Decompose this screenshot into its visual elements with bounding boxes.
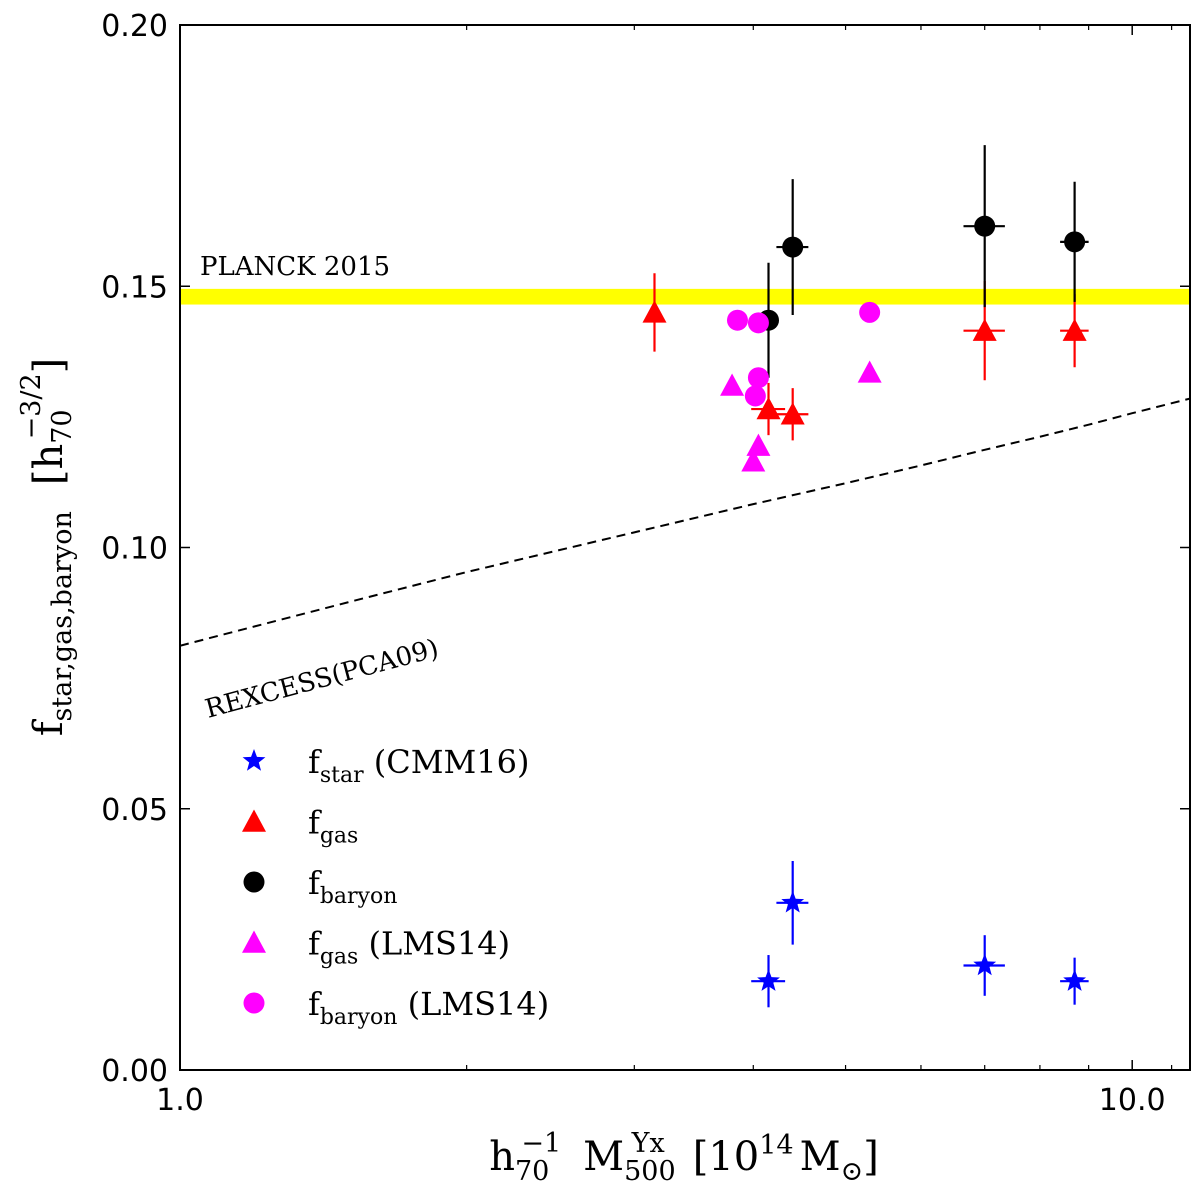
legend-label: fstar (CMM16) [308, 743, 529, 788]
x-tick-label: 1.0 [156, 1083, 204, 1118]
legend-entry: fgas [242, 804, 358, 849]
data-point [741, 449, 766, 472]
xlabel-symbol-sup: Yx [631, 1128, 665, 1159]
ylabel-unit-sub: 70 [47, 409, 78, 443]
x-axis-label: h70−1 M500Yx [1014 M⊙] [489, 1128, 879, 1187]
legend-label-sub: gas [320, 945, 359, 970]
y-axis-label: fstar,gas,baryon [h70−3/2] [16, 358, 78, 737]
y-tick-label: 0.00 [101, 1054, 168, 1089]
ylabel-unit-sup: −3/2 [16, 373, 47, 439]
legend-label-main: f [308, 743, 322, 781]
rexcess-group [180, 397, 1190, 647]
y-tick-label: 0.05 [101, 793, 168, 828]
xlabel-unit-m: M [800, 1134, 841, 1180]
legend-marker [243, 871, 265, 893]
svg-text:fstar,gas,baryon[h70−3/2]: fstar,gas,baryon [h70−3/2] [16, 358, 78, 737]
data-point [744, 385, 766, 407]
legend-marker [242, 809, 266, 832]
data-point [726, 309, 748, 331]
legend-label-sub: star [320, 763, 364, 788]
legend-entry: fstar (CMM16) [242, 743, 529, 788]
xlabel-unit-close: ] [863, 1134, 879, 1180]
data-point [1062, 318, 1087, 341]
xlabel-unit-open: [10 [693, 1134, 760, 1180]
data-point [972, 318, 997, 341]
x-tick-label: 10.0 [1099, 1083, 1166, 1118]
data-point [756, 397, 781, 420]
legend-label-main: f [308, 925, 322, 963]
data-point [974, 215, 996, 237]
legend-label-sub: baryon [320, 884, 398, 909]
series-f-baryon-lms14 [726, 301, 881, 407]
data-point [782, 236, 804, 258]
xlabel-prefix: h [489, 1134, 515, 1180]
legend-entry: fgas (LMS14) [242, 925, 510, 970]
legend-label-suffix: (CMM16) [364, 743, 530, 781]
series-f-gas-lms14 [720, 360, 882, 472]
series-f-gas [642, 273, 1089, 441]
data-point [746, 433, 771, 456]
legend-marker [243, 992, 265, 1014]
data-point [747, 367, 769, 389]
data-point [642, 300, 667, 323]
legend-entry: fbaryon (LMS14) [243, 985, 549, 1030]
data-point [757, 969, 780, 991]
legend-label-suffix: (LMS14) [397, 985, 549, 1023]
rexcess-curve [180, 397, 1190, 647]
legend-label-sub: gas [320, 824, 359, 849]
legend-label: fbaryon [308, 864, 397, 909]
legend-marker [242, 930, 266, 953]
legend-label: fgas (LMS14) [308, 925, 510, 970]
xlabel-symbol: M [583, 1134, 624, 1180]
legend-label: fgas [308, 804, 358, 849]
legend-marker [242, 749, 266, 771]
y-tick-label: 0.10 [101, 532, 168, 567]
ylabel-main-sub: star,gas,baryon [47, 511, 78, 721]
data-point [1064, 231, 1086, 253]
ticks-layer: 0.00 0.05 0.10 0.15 0.20 1.0 10.0 [101, 9, 1190, 1118]
legend-entry: fbaryon [243, 864, 397, 909]
ylabel-main: f [26, 718, 72, 736]
data-point [781, 890, 805, 913]
y-tick-label: 0.20 [101, 9, 168, 44]
data-point [973, 953, 997, 976]
planck-label: PLANCK 2015 [200, 252, 390, 282]
data-point [720, 373, 745, 396]
legend-label-suffix: (LMS14) [358, 925, 510, 963]
series-f-star-cmm16 [751, 861, 1089, 1008]
data-point [780, 402, 805, 425]
data-point [857, 360, 882, 383]
legend-label-sub: baryon [320, 1005, 398, 1030]
data-point [747, 312, 769, 334]
legend-label-main: f [308, 804, 322, 842]
data-point [1063, 969, 1087, 991]
data-point [859, 301, 881, 323]
xlabel-prefix-sup: −1 [521, 1128, 561, 1159]
xlabel-unit-sub: ⊙ [841, 1156, 864, 1187]
legend-label-main: f [308, 985, 322, 1023]
planck-band [180, 288, 1190, 305]
planck-band-group [180, 288, 1190, 305]
legend-label: fbaryon (LMS14) [308, 985, 549, 1030]
points-layer [642, 145, 1089, 1008]
xlabel-prefix-sub: 70 [515, 1156, 549, 1187]
y-tick-label: 0.15 [101, 270, 168, 305]
xlabel-symbol-sub: 500 [624, 1156, 676, 1187]
ylabel-unit-close: ] [26, 358, 72, 374]
xlabel-unit-exp: 14 [759, 1130, 793, 1161]
ylabel-unit-open: [h [26, 444, 72, 485]
legend-label-main: f [308, 864, 322, 902]
